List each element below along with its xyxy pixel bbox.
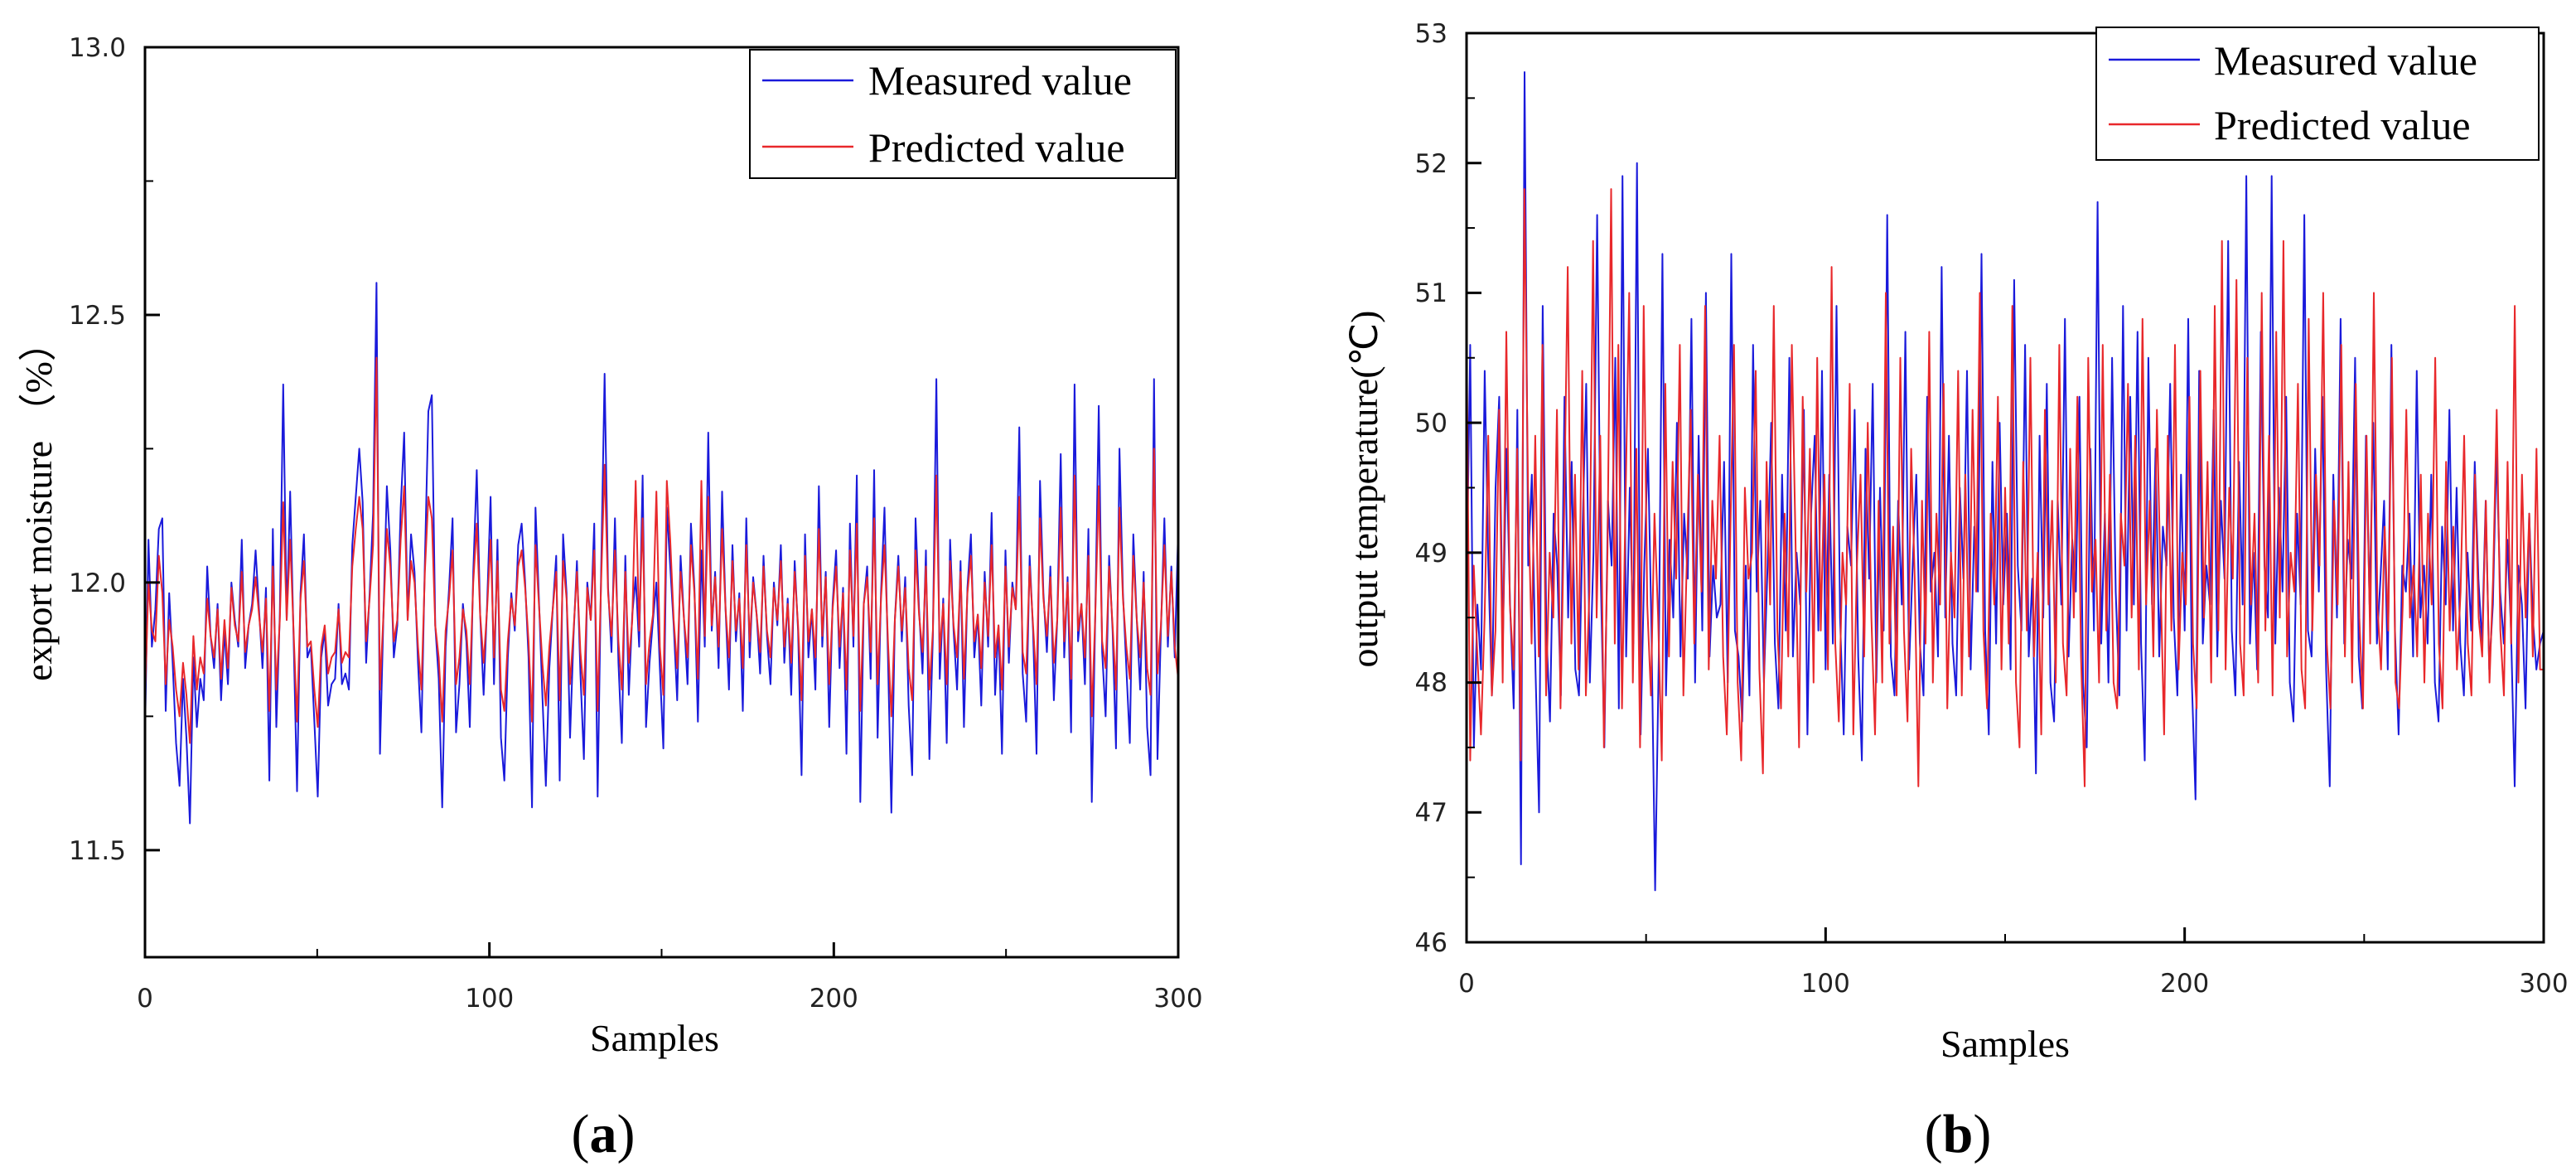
x-tick-label-a-0: 0 xyxy=(137,984,153,1014)
series-group-b xyxy=(1466,71,2545,892)
y-tick-label-b-47: 47 xyxy=(1415,798,1447,828)
x-axis-title-a: Samples xyxy=(590,1017,719,1059)
y-tick-label-a-11.5: 11.5 xyxy=(69,836,126,866)
x-tick-label-a-100: 100 xyxy=(465,984,514,1014)
series-line-predicted-b xyxy=(1466,188,2544,787)
y-tick-label-b-49: 49 xyxy=(1415,539,1447,569)
y-tick-label-a-12.0: 12.0 xyxy=(69,569,126,598)
legend-b: Measured value Predicted value xyxy=(2095,27,2540,161)
plot-frame-a xyxy=(143,46,1180,959)
legend-label-predicted-b: Predicted value xyxy=(2214,102,2471,148)
y-axis-title-a: export moisture （%） xyxy=(17,323,60,681)
legend-label-measured-a: Measured value xyxy=(868,57,1132,104)
x-tick-label-a-200: 200 xyxy=(810,984,858,1014)
legend-box-a xyxy=(749,49,1177,179)
y-tick-label-b-46: 46 xyxy=(1415,928,1447,958)
x-tick-label-b-100: 100 xyxy=(1801,969,1850,999)
y-tick-label-b-53: 53 xyxy=(1415,19,1447,49)
legend-label-predicted-a: Predicted value xyxy=(868,124,1125,171)
series-group-a xyxy=(144,282,1179,825)
panel-label-b: (b) xyxy=(1925,1104,1992,1164)
series-line-measured-a xyxy=(144,282,1179,825)
x-tick-label-b-300: 300 xyxy=(2519,969,2568,999)
x-axis-title-b: Samples xyxy=(1940,1023,2070,1065)
y-axis-title-b: output temperature(℃) xyxy=(1343,310,1385,667)
x-tick-label-b-200: 200 xyxy=(2160,969,2209,999)
y-tick-label-b-50: 50 xyxy=(1415,409,1447,438)
x-tick-label-b-0: 0 xyxy=(1458,969,1475,999)
y-tick-label-a-13.0: 13.0 xyxy=(69,33,126,63)
x-tick-label-a-300: 300 xyxy=(1153,984,1202,1014)
ticks-b xyxy=(1465,31,2545,944)
y-tick-label-b-51: 51 xyxy=(1415,278,1447,308)
legend-box-b xyxy=(2095,27,2540,161)
panel-label-a: (a) xyxy=(572,1104,636,1164)
legend-label-measured-b: Measured value xyxy=(2214,37,2477,84)
series-line-predicted-a xyxy=(144,356,1179,744)
y-tick-label-b-48: 48 xyxy=(1415,668,1447,698)
y-tick-label-a-12.5: 12.5 xyxy=(69,301,126,331)
ticks-a xyxy=(143,46,1180,957)
legend-a: Measured value Predicted value xyxy=(749,49,1177,179)
y-tick-label-b-52: 52 xyxy=(1415,149,1447,179)
series-line-measured-b xyxy=(1466,71,2545,892)
chart-panel-a: 0 100 200 300 11.5 12.0 12.5 13.0 Sample… xyxy=(17,33,1203,1164)
chart-panel-b: 0 100 200 300 46 47 48 49 50 51 52 53 Sa… xyxy=(1343,19,2569,1164)
